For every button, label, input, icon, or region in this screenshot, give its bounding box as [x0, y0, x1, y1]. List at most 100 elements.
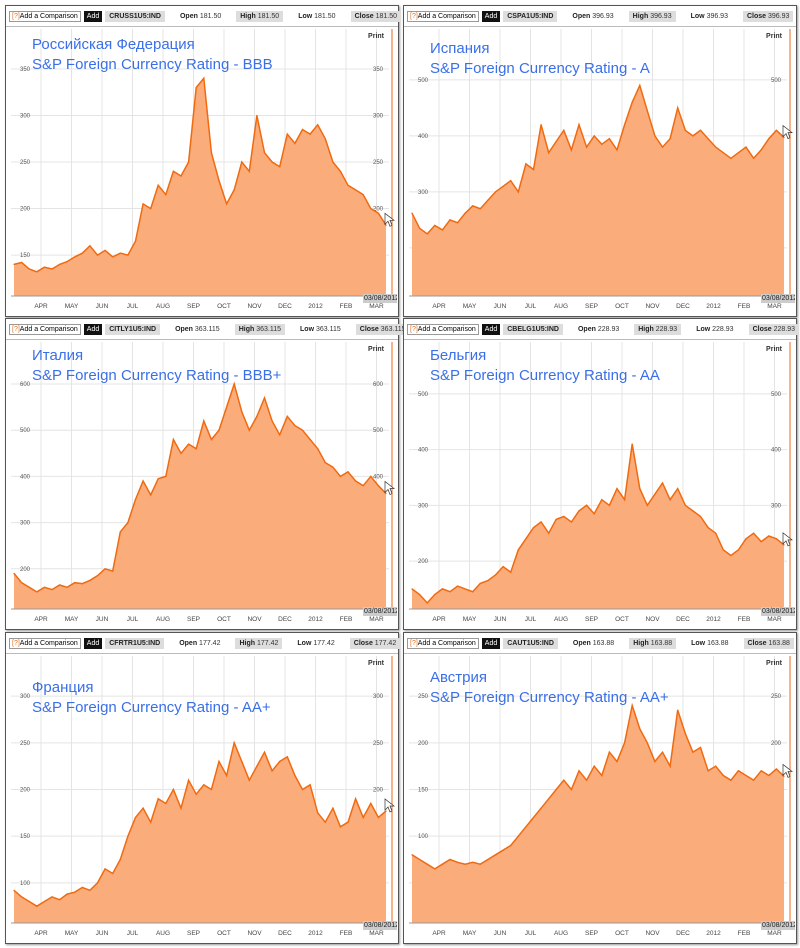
data-point — [753, 157, 755, 159]
data-point — [510, 844, 512, 847]
y-tick-label-right: 500 — [771, 78, 782, 84]
y-tick-label-right: 200 — [373, 788, 384, 794]
ticker-label: CITLY1U5:IND — [105, 323, 161, 335]
data-point — [112, 872, 114, 875]
close-value: Close 163.88 — [743, 637, 794, 649]
print-link[interactable]: Print — [766, 346, 782, 353]
data-point — [150, 821, 152, 823]
x-tick-label: APR — [34, 303, 48, 310]
data-point — [760, 149, 762, 151]
low-value: Low 228.93 — [692, 324, 737, 335]
y-tick-label-left: 100 — [20, 881, 31, 887]
help-icon[interactable]: [?] — [12, 12, 20, 20]
data-point — [783, 136, 785, 139]
help-icon[interactable]: [?] — [410, 12, 418, 20]
add-comparison-input[interactable]: [?]Add a Comparison — [407, 323, 479, 335]
add-button[interactable]: Add — [481, 10, 501, 22]
data-point — [601, 774, 603, 777]
data-point — [707, 527, 709, 529]
data-point — [699, 129, 702, 131]
data-point — [233, 383, 235, 385]
data-point — [540, 521, 542, 523]
data-point — [385, 492, 387, 495]
data-point — [760, 540, 762, 543]
data-point — [502, 566, 504, 568]
help-icon[interactable]: [?] — [12, 325, 20, 333]
add-button[interactable]: Add — [83, 323, 103, 335]
y-tick-label-left: 300 — [20, 114, 31, 120]
data-point — [768, 138, 770, 140]
high-label: High — [638, 325, 654, 333]
open-number: 363.115 — [194, 325, 220, 333]
data-point — [426, 233, 428, 235]
data-point — [646, 742, 648, 744]
add-comparison-label: Add a Comparison — [19, 639, 78, 647]
data-point — [456, 222, 459, 224]
data-point — [715, 765, 717, 767]
high-value: High 396.93 — [628, 10, 676, 22]
date-label: 03/08/2012 — [363, 607, 397, 616]
open-number: 228.93 — [597, 325, 620, 333]
open-number: 177.42 — [199, 639, 221, 647]
data-point — [218, 429, 220, 431]
print-link[interactable]: Print — [368, 660, 384, 667]
data-point — [775, 538, 778, 540]
add-comparison-input[interactable]: [?]Add a Comparison — [9, 10, 81, 22]
low-number: 181.50 — [314, 12, 336, 20]
chart-panel: [?]Add a Comparison Add CSPA1U5:IND Open 39… — [403, 5, 797, 317]
add-comparison-input[interactable]: [?]Add a Comparison — [407, 637, 479, 649]
data-point — [172, 170, 175, 172]
x-tick-label: JUN — [96, 616, 109, 623]
x-tick-label: APR — [432, 616, 446, 623]
series-area — [14, 78, 386, 296]
add-comparison-input[interactable]: [?]Add a Comparison — [9, 637, 81, 649]
date-label: 03/08/2012 — [761, 921, 795, 930]
low-label: Low — [696, 325, 711, 333]
y-tick-label-left: 150 — [20, 253, 31, 259]
data-point — [324, 138, 326, 140]
data-point — [783, 544, 785, 546]
help-icon[interactable]: [?] — [410, 639, 418, 647]
print-link[interactable]: Print — [766, 33, 782, 40]
data-point — [66, 586, 68, 588]
close-number: 181.50 — [375, 12, 397, 20]
open-number: 181.50 — [199, 12, 222, 20]
low-number: 363.115 — [315, 325, 341, 333]
data-point — [737, 152, 740, 154]
x-tick-label: OCT — [615, 303, 629, 310]
data-point — [472, 861, 474, 863]
data-point — [355, 480, 357, 482]
x-tick-label: 2012 — [308, 616, 323, 623]
data-point — [555, 788, 557, 791]
y-tick-label-right: 500 — [373, 428, 384, 434]
add-button[interactable]: Add — [481, 637, 501, 649]
add-button[interactable]: Add — [83, 637, 103, 649]
add-button[interactable]: Add — [481, 323, 501, 335]
add-button[interactable]: Add — [83, 10, 103, 22]
x-tick-label: APR — [34, 930, 48, 937]
data-point — [623, 499, 626, 501]
y-tick-label-left: 400 — [418, 448, 429, 454]
print-link[interactable]: Print — [368, 33, 384, 40]
data-point — [449, 591, 451, 593]
data-point — [195, 793, 197, 795]
help-icon[interactable]: [?] — [12, 639, 20, 647]
data-point — [578, 124, 580, 126]
help-icon[interactable]: [?] — [410, 325, 418, 333]
print-link[interactable]: Print — [766, 660, 782, 667]
chart-header: [?]Add a Comparison Add CRUSS1U5:IND Open 1… — [6, 6, 401, 27]
add-comparison-input[interactable]: [?]Add a Comparison — [407, 10, 479, 22]
high-number: 396.93 — [650, 12, 672, 20]
cursor-icon — [782, 532, 794, 547]
data-point — [89, 889, 91, 891]
print-link[interactable]: Print — [368, 346, 384, 353]
data-point — [616, 760, 618, 763]
y-tick-label-left: 350 — [20, 67, 31, 73]
y-tick-label-left: 200 — [20, 567, 31, 573]
data-point — [370, 207, 372, 210]
high-label: High — [240, 12, 256, 20]
data-point — [464, 863, 466, 865]
add-comparison-input[interactable]: [?]Add a Comparison — [9, 323, 81, 335]
data-point — [248, 170, 250, 172]
x-tick-label: SEP — [187, 303, 200, 310]
